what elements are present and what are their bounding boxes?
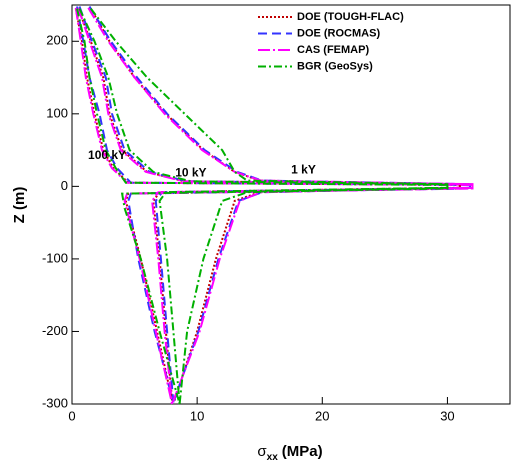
x-label-symbol: σ (257, 443, 267, 460)
y-tick-label: -200 (42, 323, 68, 338)
y-axis-label: Z (m) (11, 187, 28, 224)
x-label-unit: (MPa) (282, 443, 323, 460)
y-tick-label: 200 (46, 33, 68, 48)
series-line (90, 7, 449, 405)
x-label-subscript: xx (267, 452, 279, 463)
legend-label: CAS (FEMAP) (297, 44, 369, 56)
annotation: 100 kY (88, 148, 126, 162)
x-tick-label: 30 (440, 408, 454, 423)
plot-frame (71, 4, 511, 405)
series-line (78, 8, 449, 405)
x-axis-label: σxx (MPa) (257, 443, 322, 463)
series-line (74, 7, 474, 405)
y-tick-label: 0 (61, 178, 68, 193)
legend-label: DOE (TOUGH-FLAC) (297, 11, 404, 23)
y-tick-label: -100 (42, 250, 68, 265)
series-line (74, 8, 461, 401)
series-line (76, 6, 471, 403)
x-tick-label: 0 (68, 408, 75, 423)
y-tick-label: 100 (46, 105, 68, 120)
annotation: 1 kY (291, 163, 316, 177)
legend-label: BGR (GeoSys) (297, 60, 373, 72)
series-line (76, 8, 449, 405)
x-tick-label: 20 (315, 408, 329, 423)
annotation: 10 kY (175, 165, 206, 179)
x-tick-label: 10 (190, 408, 204, 423)
y-tick-label: -300 (42, 395, 68, 410)
legend-label: DOE (ROCMAS) (297, 27, 380, 39)
